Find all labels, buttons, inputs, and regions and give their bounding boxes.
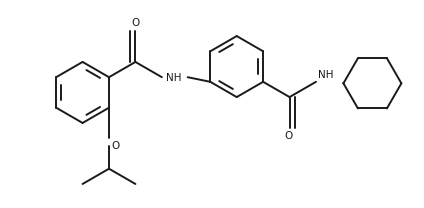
Text: NH: NH xyxy=(318,70,333,80)
Text: NH: NH xyxy=(165,73,181,83)
Text: O: O xyxy=(131,18,139,28)
Text: O: O xyxy=(285,131,293,141)
Text: O: O xyxy=(112,141,120,151)
